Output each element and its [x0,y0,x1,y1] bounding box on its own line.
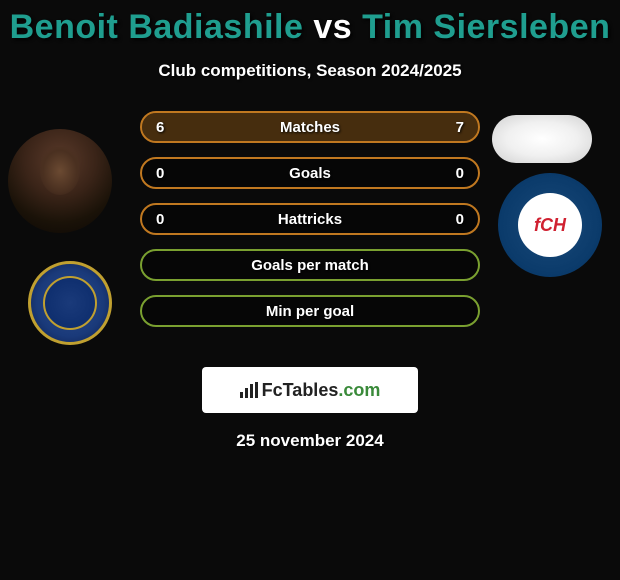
stat-value-left: 0 [156,165,164,182]
site-name-main: FcTables [262,380,339,400]
stat-label: Min per goal [266,303,354,320]
stat-value-left: 6 [156,119,164,136]
player1-name: Benoit Badiashile [10,8,304,46]
player2-name: Tim Siersleben [362,8,610,46]
bar-chart-icon [240,382,258,398]
stat-bar: Min per goal [140,295,480,327]
stat-bar: 0 Hattricks 0 [140,203,480,235]
stat-fill-left [142,113,297,141]
site-name: FcTables.com [262,380,381,401]
player1-avatar [8,129,112,233]
stat-value-right: 0 [456,211,464,228]
stat-label: Hattricks [278,211,342,228]
player1-club-crest [28,261,112,345]
stat-value-left: 0 [156,211,164,228]
stat-bar: 0 Goals 0 [140,157,480,189]
player2-club-crest: fCH [498,173,602,277]
comparison-content: fCH 6 Matches 7 0 Goals 0 0 Hattricks 0 Goals per… [0,111,620,361]
stat-bar: 6 Matches 7 [140,111,480,143]
stat-bar: Goals per match [140,249,480,281]
site-badge[interactable]: FcTables.com [202,367,418,413]
comparison-title: Benoit Badiashile vs Tim Siersleben [0,0,620,47]
stat-label: Matches [280,119,340,136]
site-name-ext: .com [338,380,380,400]
stat-value-right: 7 [456,119,464,136]
player2-avatar [492,115,592,163]
stat-label: Goals per match [251,257,369,274]
stat-value-right: 0 [456,165,464,182]
comparison-date: 25 november 2024 [0,431,620,451]
player2-club-text: fCH [518,193,582,257]
vs-separator: vs [313,8,352,46]
stat-bars: 6 Matches 7 0 Goals 0 0 Hattricks 0 Goals per mat… [140,111,480,341]
subtitle: Club competitions, Season 2024/2025 [0,61,620,81]
stat-label: Goals [289,165,331,182]
